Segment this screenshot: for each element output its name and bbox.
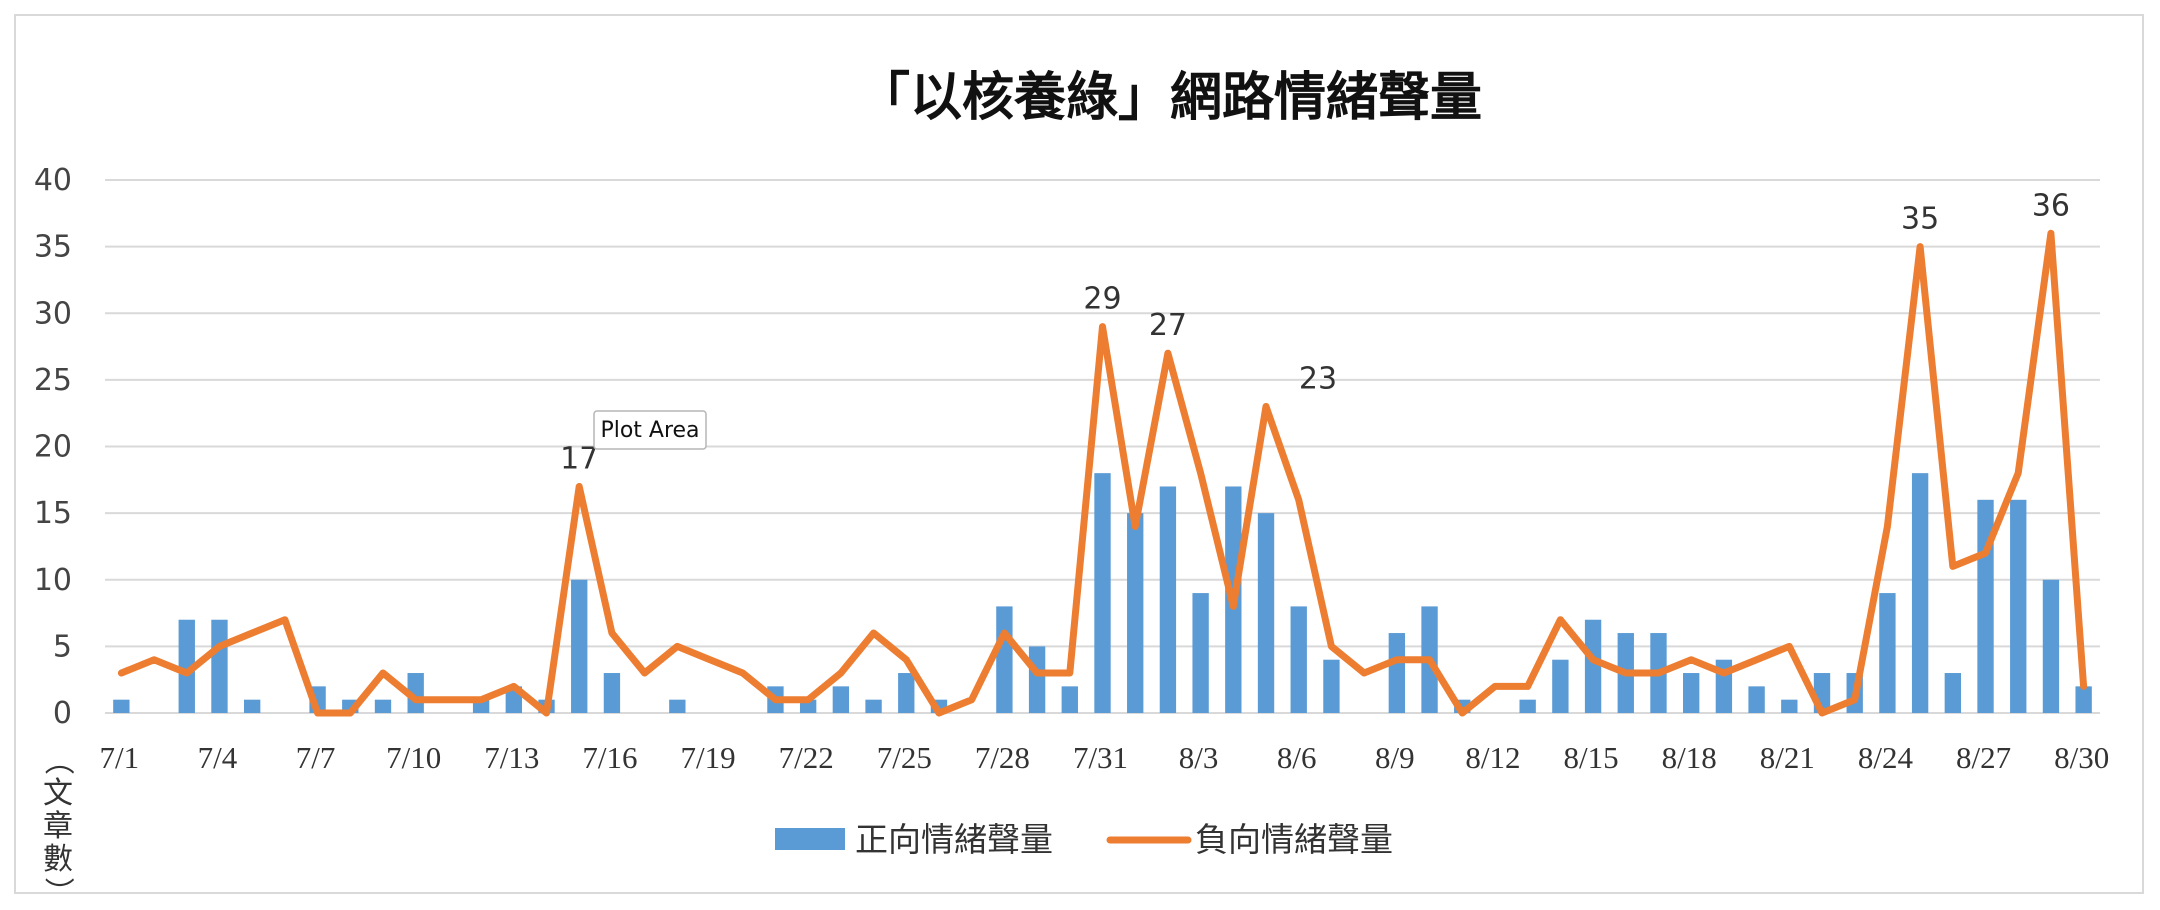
- line-series: [117, 229, 2088, 717]
- bar-7/3: [178, 619, 195, 713]
- bar-8/18: [1683, 673, 1700, 713]
- data-label: 23: [1299, 362, 1337, 397]
- bar-8/21: [1781, 699, 1798, 713]
- x-tick-label: 8/15: [1564, 740, 1619, 775]
- bar-7/1: [113, 699, 130, 713]
- bar-7/28: [996, 606, 1013, 713]
- bar-8/24: [1879, 593, 1896, 713]
- bar-7/29: [1028, 646, 1046, 713]
- bar-7/30: [1061, 686, 1078, 713]
- x-tick-label: 8/30: [2054, 740, 2109, 775]
- y-tick-label: 0: [53, 696, 72, 731]
- data-label: 35: [1901, 202, 1939, 237]
- bar-8/15: [1584, 619, 1602, 713]
- bar-8/20: [1748, 686, 1765, 713]
- x-tick-label: 7/22: [779, 740, 834, 775]
- bar-8/1: [1127, 513, 1144, 713]
- x-tick-label: 7/25: [877, 740, 932, 775]
- y-tick-label: 15: [34, 496, 72, 531]
- bar-7/15: [571, 579, 588, 713]
- x-tick-label: 7/19: [680, 740, 735, 775]
- bar-8/13: [1519, 699, 1536, 713]
- bar-7/16: [603, 673, 621, 713]
- gridlines: [105, 179, 2100, 714]
- y-tick-label: 5: [53, 629, 72, 664]
- chart-frame: [14, 14, 2144, 894]
- x-tick-label: 8/21: [1760, 740, 1815, 775]
- y-axis-ticks: 0 5 10 15 20 25 30 35 40: [34, 163, 72, 731]
- bar-7/5: [243, 699, 261, 713]
- y-tick-label: 25: [34, 363, 72, 398]
- x-tick-label: 8/27: [1956, 740, 2011, 775]
- bar-7/24: [865, 699, 882, 713]
- legend: 正向情緒聲量 負向情緒聲量: [775, 820, 1393, 859]
- bar-8/29: [2042, 579, 2060, 713]
- x-tick-label: 7/4: [198, 740, 238, 775]
- bar-8/28: [2010, 499, 2027, 713]
- x-tick-label: 8/6: [1277, 740, 1317, 775]
- y-axis-label-char: 數: [43, 842, 73, 877]
- chart-title: 「以核養綠」網路情緒聲量: [858, 68, 1482, 128]
- tooltip-box: [593, 410, 707, 450]
- x-tick-label: 7/7: [296, 740, 336, 775]
- x-tick-label: 8/9: [1375, 740, 1415, 775]
- bar-series: [113, 473, 2092, 713]
- bar-8/6: [1290, 606, 1307, 713]
- legend-label-positive: 正向情緒聲量: [855, 820, 1053, 859]
- bar-7/18: [669, 699, 686, 713]
- x-tick-label: 8/18: [1662, 740, 1717, 775]
- bar-7/9: [374, 699, 392, 713]
- x-tick-label: 7/10: [386, 740, 441, 775]
- y-axis-label-char: 章: [43, 809, 73, 844]
- x-tick-label: 7/28: [975, 740, 1030, 775]
- y-tick-label: 35: [34, 230, 72, 265]
- bar-7/25: [898, 673, 915, 713]
- x-tick-label: 7/1: [100, 740, 140, 775]
- y-axis-label-char: 文: [43, 776, 73, 811]
- x-tick-label: 8/3: [1179, 740, 1219, 775]
- bar-7/31: [1094, 473, 1111, 713]
- x-tick-label: 8/12: [1465, 740, 1520, 775]
- bar-8/14: [1552, 659, 1569, 713]
- bar-8/2: [1159, 486, 1177, 713]
- x-tick-label: 7/16: [582, 740, 637, 775]
- data-labels: 17 29 27 23 35 36: [560, 188, 2070, 476]
- bar-8/26: [1944, 673, 1962, 713]
- bar-7/4: [211, 619, 228, 713]
- data-label: 27: [1149, 308, 1187, 343]
- bar-8/5: [1257, 513, 1275, 713]
- x-tick-label: 7/13: [484, 740, 539, 775]
- y-tick-label: 10: [34, 563, 72, 598]
- y-axis-label-char: （: [40, 745, 75, 775]
- bar-8/7: [1323, 659, 1340, 713]
- x-tick-label: 8/24: [1858, 740, 1914, 775]
- x-axis-ticks: 7/1 7/4 7/7 7/10 7/13 7/16 7/19 7/22 7/25 7/28 7/3…: [100, 740, 2110, 775]
- data-label: 17: [560, 441, 598, 476]
- y-axis-label: （文章數）: [40, 745, 75, 907]
- bar-8/3: [1192, 593, 1209, 713]
- plot-area-tooltip: Plot Area: [593, 410, 707, 450]
- tooltip-text: Plot Area: [600, 418, 699, 443]
- data-label: 29: [1083, 282, 1121, 317]
- legend-label-negative: 負向情緒聲量: [1195, 820, 1393, 859]
- x-tick-label: 7/31: [1073, 740, 1128, 775]
- bar-8/30: [2075, 686, 2092, 713]
- y-tick-label: 30: [34, 296, 72, 331]
- bar-7/23: [832, 686, 850, 713]
- y-tick-label: 40: [34, 163, 72, 198]
- data-label: 36: [2032, 188, 2070, 223]
- y-tick-label: 20: [34, 430, 72, 465]
- bar-8/9: [1388, 633, 1406, 713]
- bar-8/25: [1911, 473, 1929, 713]
- legend-swatch-positive: [775, 828, 845, 850]
- y-axis-label-char: ）: [40, 877, 75, 907]
